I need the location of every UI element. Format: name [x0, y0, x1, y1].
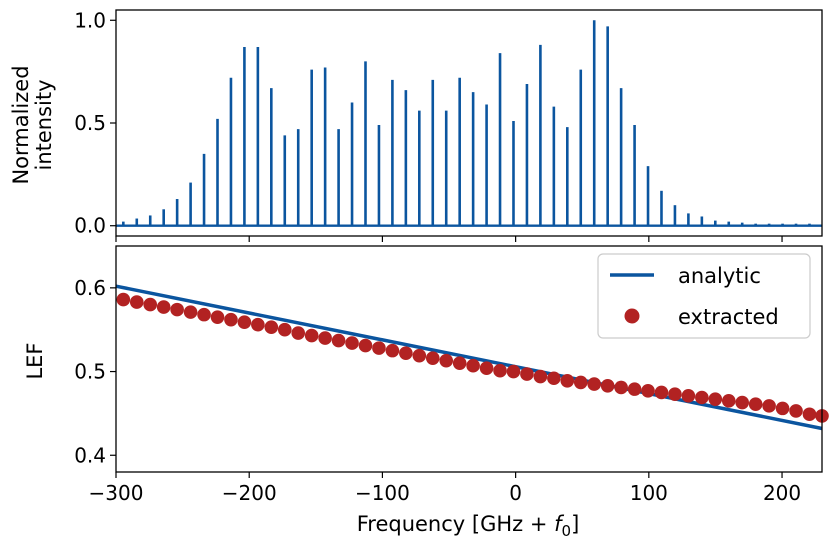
- extracted-point-39: [641, 384, 655, 398]
- extracted-point-15: [318, 331, 332, 345]
- bottom-x-tick-label-1: −200: [222, 481, 277, 505]
- x-axis-label: Frequency [GHz + f0]: [357, 512, 580, 540]
- bottom-y-tick-label-1: 0.5: [74, 360, 106, 384]
- extracted-point-40: [654, 385, 669, 400]
- extracted-point-10: [251, 317, 265, 332]
- extracted-point-8: [224, 312, 238, 327]
- bottom-x-tick-label-5: 200: [763, 481, 801, 505]
- extracted-point-13: [291, 326, 306, 340]
- bottom-y-ticks: 0.4 0.5 0.6: [74, 276, 116, 467]
- extracted-point-36: [600, 378, 615, 393]
- top-axes-frame: [115, 9, 823, 237]
- extracted-point-0: [116, 292, 131, 307]
- extracted-point-37: [614, 380, 628, 395]
- extracted-point-23: [425, 351, 440, 365]
- extracted-point-18: [358, 338, 373, 353]
- extracted-point-41: [668, 387, 682, 401]
- extracted-point-50: [789, 404, 803, 418]
- top-ylabel-line-2: intensity: [32, 79, 56, 170]
- extracted-point-3: [156, 300, 171, 314]
- extracted-point-14: [304, 328, 319, 343]
- extracted-point-4: [170, 302, 184, 317]
- top-y-tick-label-0: 0.0: [74, 214, 106, 238]
- top-y-tick-label-2: 1.0: [74, 8, 106, 32]
- bottom-ylabel: LEF: [23, 342, 47, 379]
- top-panel: 0.0 0.5 1.0 Normalized intensity: [9, 8, 823, 242]
- extracted-point-44: [708, 392, 723, 406]
- extracted-point-38: [627, 382, 642, 396]
- analytic-line-layer: [115, 284, 823, 431]
- legend-extracted-label: extracted: [678, 305, 779, 329]
- extracted-point-25: [452, 356, 467, 370]
- extracted-points: [116, 292, 829, 423]
- extracted-point-21: [399, 346, 413, 360]
- bottom-x-tick-label-4: 100: [630, 481, 668, 505]
- extracted-point-24: [439, 353, 454, 368]
- extracted-point-12: [277, 322, 292, 337]
- bottom-axes-frame: [115, 245, 823, 473]
- extracted-point-16: [331, 333, 346, 348]
- bottom-x-tick-label-0: −300: [89, 481, 144, 505]
- legend: analytic extracted: [597, 253, 811, 339]
- extracted-point-17: [345, 336, 359, 350]
- extracted-point-27: [479, 361, 494, 376]
- extracted-point-47: [748, 397, 763, 412]
- bottom-y-tick-label-0: 0.4: [74, 443, 106, 467]
- extracted-point-35: [587, 377, 602, 391]
- extracted-point-30: [520, 367, 534, 381]
- extracted-point-9: [237, 315, 252, 329]
- extracted-point-7: [210, 310, 225, 324]
- extracted-point-6: [197, 307, 211, 322]
- extracted-point-49: [775, 401, 790, 416]
- legend-extracted-swatch: [624, 308, 640, 324]
- extracted-point-42: [681, 389, 696, 403]
- bottom-x-tick-label-2: −100: [355, 481, 410, 505]
- bottom-y-tick-label-2: 0.6: [74, 276, 106, 300]
- top-x-ticks: [115, 236, 783, 242]
- extracted-point-51: [802, 407, 817, 422]
- extracted-point-20: [385, 343, 400, 358]
- top-bars: [122, 20, 811, 226]
- extracted-point-34: [573, 375, 588, 390]
- extracted-point-33: [560, 373, 575, 388]
- top-y-ticks: 0.0 0.5 1.0: [74, 8, 116, 238]
- extracted-point-48: [762, 399, 776, 413]
- bottom-x-tick-label-3: 0: [509, 481, 522, 505]
- top-y-tick-label-1: 0.5: [74, 111, 106, 135]
- extracted-point-11: [264, 320, 279, 334]
- analytic-line: [115, 284, 823, 431]
- extracted-point-19: [372, 341, 386, 355]
- extracted-point-32: [547, 371, 561, 386]
- extracted-point-1: [129, 295, 144, 309]
- extracted-point-29: [506, 364, 521, 379]
- extracted-point-31: [533, 369, 548, 384]
- top-ylabel-line-1: Normalized: [9, 65, 33, 184]
- extracted-point-28: [493, 363, 507, 378]
- bottom-x-ticks: −300 −200 −100 0 100 200: [89, 472, 801, 505]
- extracted-point-43: [695, 390, 709, 405]
- extracted-point-2: [143, 297, 158, 312]
- extracted-point-22: [412, 348, 427, 363]
- extracted-point-45: [721, 394, 736, 408]
- extracted-point-26: [466, 358, 480, 373]
- extracted-point-46: [735, 395, 750, 410]
- extracted-point-5: [183, 305, 198, 319]
- bottom-panel: −300 −200 −100 0 100 200 0.4 0.5 0.6 LEF Freque…: [23, 245, 829, 540]
- legend-analytic-label: analytic: [678, 264, 761, 288]
